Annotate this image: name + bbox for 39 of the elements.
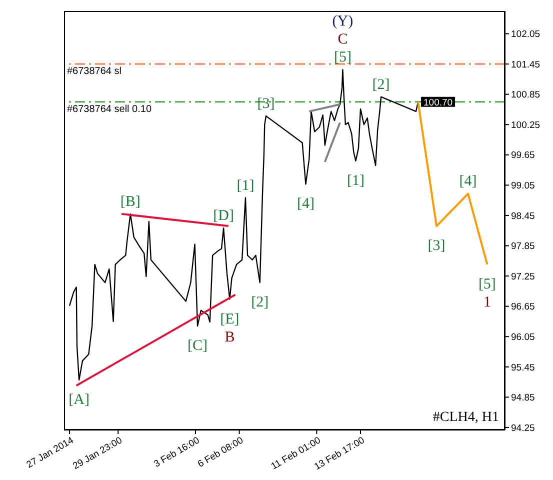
y-tick-label: 98.45	[511, 210, 535, 222]
annotation: [3]	[257, 96, 275, 112]
annotation: [2]	[372, 76, 390, 93]
annotation: [1]	[236, 178, 254, 194]
annotation: [2]	[251, 294, 269, 311]
ref-line-label: #6738764 sell 0.10	[67, 104, 152, 115]
y-tick-label: 97.85	[511, 241, 535, 252]
annotation: 100.70	[424, 97, 453, 108]
line-series	[417, 100, 488, 266]
y-tick-label: 102.05	[511, 29, 540, 40]
annotation: [D]	[213, 208, 234, 224]
annotation: [E]	[220, 311, 240, 328]
annotation: [5]	[334, 50, 352, 66]
ref-line-label: #6738764 sl	[67, 66, 122, 78]
y-tick-label: 96.65	[511, 302, 535, 313]
y-tick-label: 94.25	[511, 422, 535, 434]
annotation: [A]	[68, 392, 90, 408]
annotation: 1	[483, 294, 491, 310]
y-tick-label: 100.85	[511, 90, 540, 101]
line-series	[68, 68, 419, 381]
y-tick-label: 96.05	[511, 332, 535, 343]
y-tick-label: 99.05	[511, 180, 535, 192]
annotation: B	[224, 329, 235, 346]
y-tick-label: 99.65	[511, 150, 535, 162]
annotation: C	[338, 32, 348, 48]
annotation: [5]	[478, 276, 496, 292]
annotation: [C]	[188, 338, 208, 354]
annotation: [4]	[459, 174, 477, 190]
y-tick-label: 94.85	[511, 392, 535, 404]
annotation: [1]	[346, 172, 364, 189]
annotation: [3]	[428, 238, 446, 254]
y-tick-label: 100.25	[511, 120, 540, 131]
annotation: [B]	[120, 194, 140, 210]
annotation: #CLH4, H1	[432, 410, 499, 426]
annotation: [4]	[296, 196, 314, 212]
y-tick-label: 95.45	[511, 362, 535, 374]
y-tick-label: 101.45	[511, 59, 540, 70]
y-tick-label: 97.25	[511, 271, 535, 282]
annotation: (Y)	[332, 14, 354, 30]
